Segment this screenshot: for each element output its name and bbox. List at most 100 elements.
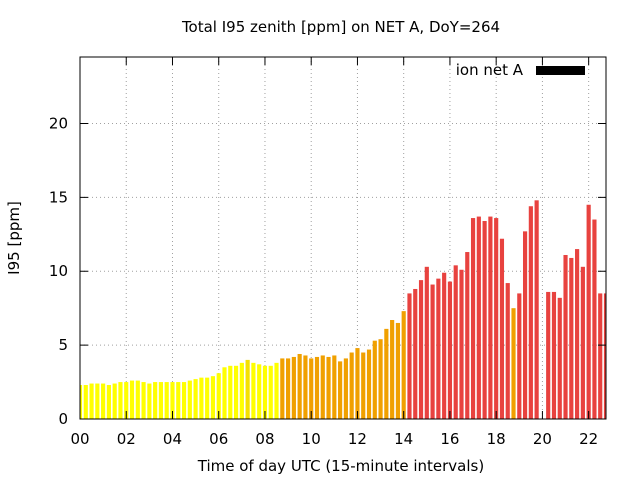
y-tick-label: 5 [58,336,68,354]
bar [551,291,557,419]
x-tick-label: 20 [533,430,552,448]
bar [112,383,117,419]
bar [95,383,100,419]
bar [390,320,395,419]
bar [447,281,453,419]
x-tick-label: 16 [440,430,459,448]
bar [291,356,296,419]
bar [470,218,476,419]
bar [262,365,268,419]
bar [176,382,181,419]
bar [569,257,574,419]
x-tick-label: 02 [117,430,136,448]
bar [89,383,94,419]
bar [205,377,210,419]
y-axis-title: I95 [ppm] [5,201,23,275]
bar [488,216,493,419]
bar [101,383,106,419]
bar [557,297,562,419]
bar [418,280,424,419]
bar [459,269,464,419]
bar [610,326,614,419]
bar [257,364,262,419]
bar [522,231,528,419]
bar [476,216,481,419]
bar [401,311,406,419]
bar [181,382,187,419]
bar [575,249,580,419]
bar [228,365,233,419]
bar [83,385,88,419]
bar [505,283,510,419]
bar [170,382,175,419]
bar [210,376,216,419]
bars [80,200,614,419]
bar [534,200,539,419]
bar [482,221,487,419]
bar [141,382,146,419]
bar [153,382,158,419]
bar [366,349,372,419]
x-tick-label: 00 [70,430,89,448]
bar [343,358,348,419]
bar [453,265,458,419]
bar [216,373,221,419]
chart-title: Total I95 zenith [ppm] on NET A, DoY=264 [181,18,500,36]
grid [80,57,606,419]
y-tick-label: 0 [58,410,68,428]
bar [303,355,308,419]
bar [297,353,302,419]
y-tick-label: 15 [49,188,68,206]
bar [580,266,585,419]
bar [233,365,239,419]
bar [407,293,412,419]
x-tick-label: 08 [255,430,274,448]
bar [378,339,383,419]
bar [442,272,447,419]
x-tick-label: 06 [209,430,228,448]
bar [528,206,533,419]
bar [592,219,597,419]
x-tick-label: 04 [163,430,182,448]
y-tick-label: 10 [49,262,68,280]
legend: ion net A [456,61,585,79]
bar [355,348,360,419]
bar [199,377,204,419]
legend-swatch [536,66,585,75]
bar [436,278,441,419]
legend-label: ion net A [456,61,524,79]
bar [372,340,377,419]
bar [395,322,400,419]
bar [239,362,244,419]
bar [314,356,320,419]
axis-ticks: 0 5 10 15 20 00 02 04 06 08 10 12 14 16 18 20 22 [49,57,606,448]
bar [413,288,418,419]
bar [338,361,343,419]
bar [80,385,83,419]
bar [280,358,285,419]
bar [124,382,129,419]
x-tick-label: 12 [348,430,367,448]
bar [158,382,164,419]
bar [494,218,499,419]
bar [222,367,227,419]
bar [511,308,516,419]
bar [135,380,140,419]
bar [193,379,198,419]
bar [517,293,522,419]
x-axis-title: Time of day UTC (15-minute intervals) [197,457,484,475]
x-tick-label: 10 [302,430,321,448]
bar [118,382,123,419]
bar [245,359,250,419]
bar [586,204,591,419]
y-tick-label: 20 [49,114,68,132]
bar [499,238,505,419]
bar [598,293,603,419]
bar [424,266,429,419]
bar [268,365,273,419]
bar [286,358,291,419]
bar [332,355,337,419]
plot-frame [79,56,607,420]
bar [430,284,435,419]
